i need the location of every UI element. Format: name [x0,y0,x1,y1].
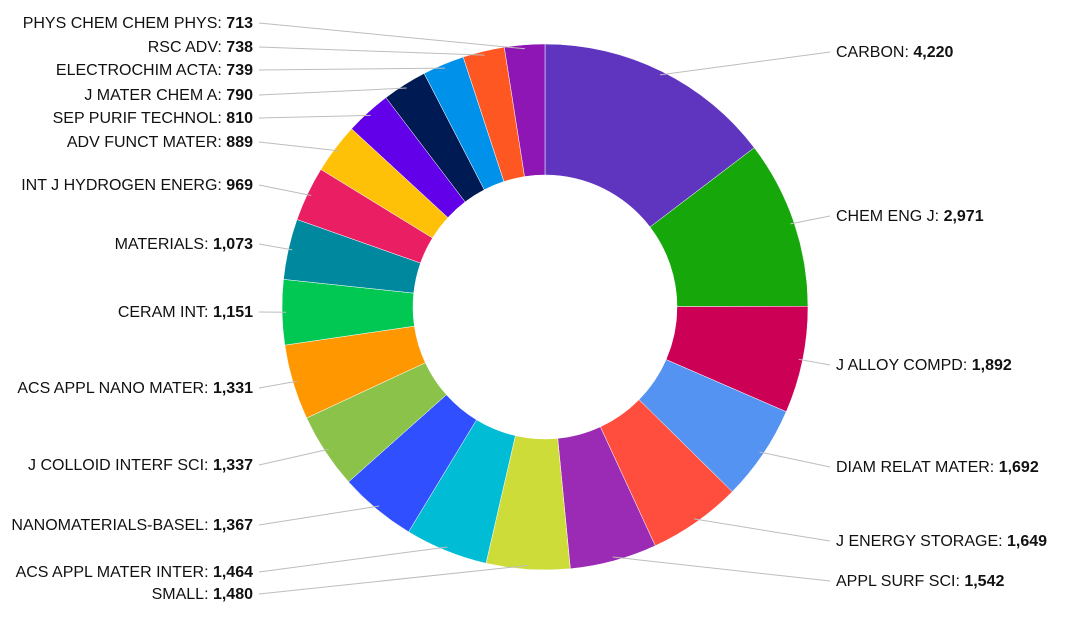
leader-chem-eng-j [790,215,831,225]
label-name: CARBON: [836,44,913,61]
leader-j-colloid-interf-sci [258,448,329,466]
label-adv-funct-mater: ADV FUNCT MATER: 889 [67,134,253,151]
label-materials: MATERIALS: 1,073 [115,236,254,253]
label-value: 810 [226,110,253,127]
leader-j-mater-chem-a [258,87,407,96]
label-value: 1,151 [213,304,253,321]
donut-slices [281,43,809,571]
leader-j-energy-storage [693,518,831,542]
leader-materials [258,243,293,251]
label-value: 969 [226,177,253,194]
label-name: ACS APPL NANO MATER: [17,380,213,397]
label-name: ADV FUNCT MATER: [67,134,226,151]
label-value: 790 [226,87,253,104]
label-name: J ENERGY STORAGE: [836,533,1007,550]
label-value: 739 [226,62,253,79]
label-value: 4,220 [913,44,953,61]
leader-acs-appl-nano-mater [258,380,297,389]
label-name: ACS APPL MATER INTER: [16,564,213,581]
leader-int-j-hydrogen-energ [258,184,312,197]
label-value: 738 [226,39,253,56]
label-name: ELECTROCHIM ACTA: [56,62,226,79]
label-value: 1,692 [999,459,1039,476]
label-name: SEP PURIF TECHNOL: [53,110,227,127]
label-j-colloid-interf-sci: J COLLOID INTERF SCI: 1,337 [28,457,253,474]
label-ceram-int: CERAM INT: 1,151 [118,304,253,321]
label-name: PHYS CHEM CHEM PHYS: [23,15,227,32]
leader-j-alloy-compd [798,358,831,366]
leader-electrochim-acta [258,67,445,71]
label-int-j-hydrogen-energ: INT J HYDROGEN ENERG: 969 [21,177,253,194]
label-small: SMALL: 1,480 [152,586,254,603]
label-value: 1,073 [213,236,253,253]
slice-labels: CARBON: 4,220 CHEM ENG J: 2,971 J ALLOY CO… [11,15,1047,603]
label-name: INT J HYDROGEN ENERG: [21,177,226,194]
label-value: 1,337 [213,457,253,474]
label-name: MATERIALS: [115,236,213,253]
label-appl-surf-sci: APPL SURF SCI: 1,542 [836,573,1004,590]
label-value: 1,480 [213,586,253,603]
label-rsc-adv: RSC ADV: 738 [148,39,253,56]
leader-lines [258,22,831,595]
label-value: 1,464 [213,564,253,581]
label-name: SMALL: [152,586,213,603]
leader-sep-purif-technol [258,114,371,119]
label-phys-chem-chem-phys: PHYS CHEM CHEM PHYS: 713 [23,15,253,32]
label-value: 1,542 [964,573,1004,590]
leader-diam-relat-mater [759,451,831,468]
label-j-mater-chem-a: J MATER CHEM A: 790 [84,87,253,104]
label-carbon: CARBON: 4,220 [836,44,953,61]
label-name: J MATER CHEM A: [84,87,226,104]
label-value: 889 [226,134,253,151]
label-value: 713 [226,15,253,32]
label-acs-appl-nano-mater: ACS APPL NANO MATER: 1,331 [17,380,253,397]
label-name: NANOMATERIALS-BASEL: [11,517,213,534]
label-name: J ALLOY COMPD: [836,357,972,374]
label-acs-appl-mater-inter: ACS APPL MATER INTER: 1,464 [16,564,254,581]
leader-appl-surf-sci [612,556,831,582]
label-name: J COLLOID INTERF SCI: [28,457,213,474]
label-name: CERAM INT: [118,304,213,321]
label-value: 1,367 [213,517,253,534]
slice-carbon [544,43,755,228]
leader-rsc-adv [258,46,485,56]
label-chem-eng-j: CHEM ENG J: 2,971 [836,208,984,225]
leader-acs-appl-mater-inter [258,546,448,573]
label-name: APPL SURF SCI: [836,573,964,590]
label-value: 1,892 [972,357,1012,374]
label-sep-purif-technol: SEP PURIF TECHNOL: 810 [53,110,253,127]
slice-phys-chem-chem-phys [503,43,546,177]
leader-adv-funct-mater [258,141,339,152]
label-j-energy-storage: J ENERGY STORAGE: 1,649 [836,533,1047,550]
label-electrochim-acta: ELECTROCHIM ACTA: 739 [56,62,253,79]
label-name: CHEM ENG J: [836,208,944,225]
label-diam-relat-mater: DIAM RELAT MATER: 1,692 [836,459,1039,476]
leader-phys-chem-chem-phys [258,22,525,50]
label-name: DIAM RELAT MATER: [836,459,999,476]
label-value: 2,971 [944,208,984,225]
leader-nanomaterials-basel [258,505,380,526]
label-value: 1,649 [1007,533,1047,550]
label-value: 1,331 [213,380,253,397]
leader-small [258,564,529,595]
label-name: RSC ADV: [148,39,227,56]
label-nanomaterials-basel: NANOMATERIALS-BASEL: 1,367 [11,517,253,534]
leader-carbon [659,51,831,76]
label-j-alloy-compd: J ALLOY COMPD: 1,892 [836,357,1012,374]
